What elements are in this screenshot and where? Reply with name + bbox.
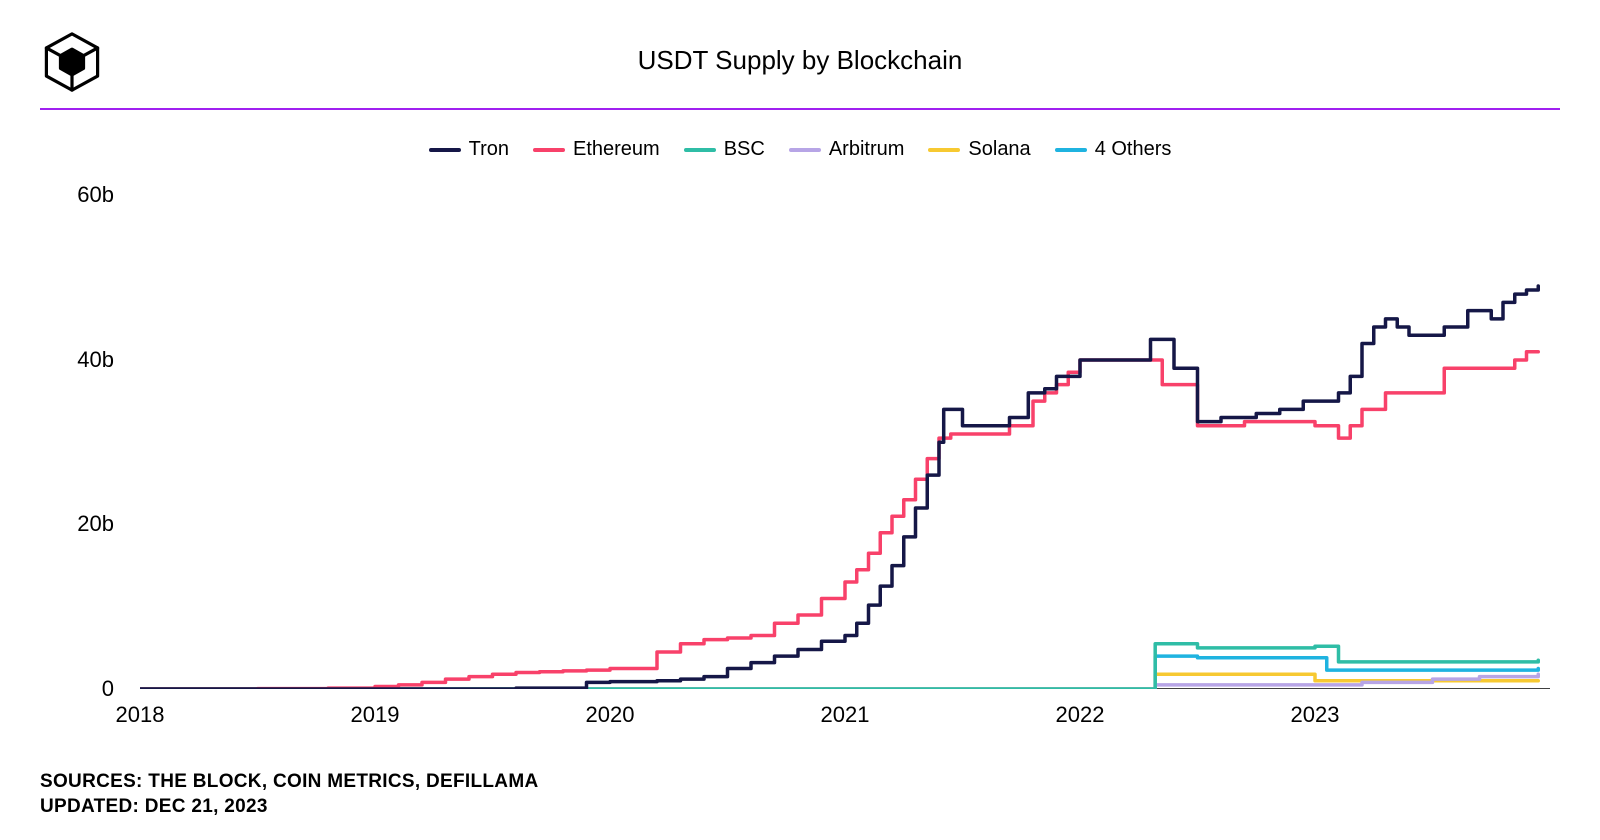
the-block-logo-icon bbox=[40, 30, 104, 99]
x-axis: 201820192020202120222023 bbox=[140, 694, 1550, 734]
legend-label: Arbitrum bbox=[829, 138, 905, 161]
y-axis: 020b40b60b bbox=[40, 179, 130, 689]
y-tick-label: 0 bbox=[102, 676, 114, 702]
chart-footer: SOURCES: THE BLOCK, COIN METRICS, DEFILL… bbox=[40, 769, 538, 820]
y-tick-label: 60b bbox=[77, 182, 114, 208]
legend-label: Ethereum bbox=[573, 138, 660, 161]
y-tick-label: 20b bbox=[77, 511, 114, 537]
legend-swatch bbox=[928, 148, 960, 152]
legend-item: Arbitrum bbox=[789, 138, 905, 161]
x-tick-label: 2021 bbox=[821, 702, 870, 728]
legend-item: Ethereum bbox=[533, 138, 660, 161]
legend-label: Solana bbox=[968, 138, 1030, 161]
header: USDT Supply by Blockchain bbox=[40, 30, 1560, 90]
x-tick-label: 2023 bbox=[1291, 702, 1340, 728]
x-tick-label: 2020 bbox=[586, 702, 635, 728]
plot-region bbox=[140, 179, 1550, 689]
legend-swatch bbox=[429, 148, 461, 152]
legend-swatch bbox=[1055, 148, 1087, 152]
legend-swatch bbox=[533, 148, 565, 152]
legend-label: BSC bbox=[724, 138, 765, 161]
sources-value: THE BLOCK, COIN METRICS, DEFILLAMA bbox=[148, 771, 538, 792]
updated-line: UPDATED: DEC 21, 2023 bbox=[40, 794, 538, 820]
legend-item: Solana bbox=[928, 138, 1030, 161]
sources-line: SOURCES: THE BLOCK, COIN METRICS, DEFILL… bbox=[40, 769, 538, 795]
legend-item: BSC bbox=[684, 138, 765, 161]
updated-label: UPDATED: bbox=[40, 796, 139, 817]
x-tick-label: 2019 bbox=[351, 702, 400, 728]
legend-swatch bbox=[684, 148, 716, 152]
legend-item: Tron bbox=[429, 138, 509, 161]
updated-value: DEC 21, 2023 bbox=[145, 796, 268, 817]
legend-item: 4 Others bbox=[1055, 138, 1172, 161]
chart-area: 0 20b 40b 60b 2018 2019 2020 2021 2022 2023 bbox=[40, 179, 1560, 734]
x-tick-label: 2022 bbox=[1056, 702, 1105, 728]
series-line bbox=[140, 286, 1538, 689]
divider-line bbox=[40, 108, 1560, 110]
sources-label: SOURCES: bbox=[40, 771, 143, 792]
legend-swatch bbox=[789, 148, 821, 152]
legend-label: Tron bbox=[469, 138, 509, 161]
x-tick-label: 2018 bbox=[116, 702, 165, 728]
plot-svg bbox=[140, 179, 1550, 689]
chart-title: USDT Supply by Blockchain bbox=[638, 45, 963, 76]
legend: Tron Ethereum BSC Arbitrum Solana 4 Others bbox=[40, 138, 1560, 161]
y-tick-label: 40b bbox=[77, 347, 114, 373]
chart-container: USDT Supply by Blockchain Tron Ethereum BS… bbox=[0, 0, 1600, 840]
legend-label: 4 Others bbox=[1095, 138, 1172, 161]
